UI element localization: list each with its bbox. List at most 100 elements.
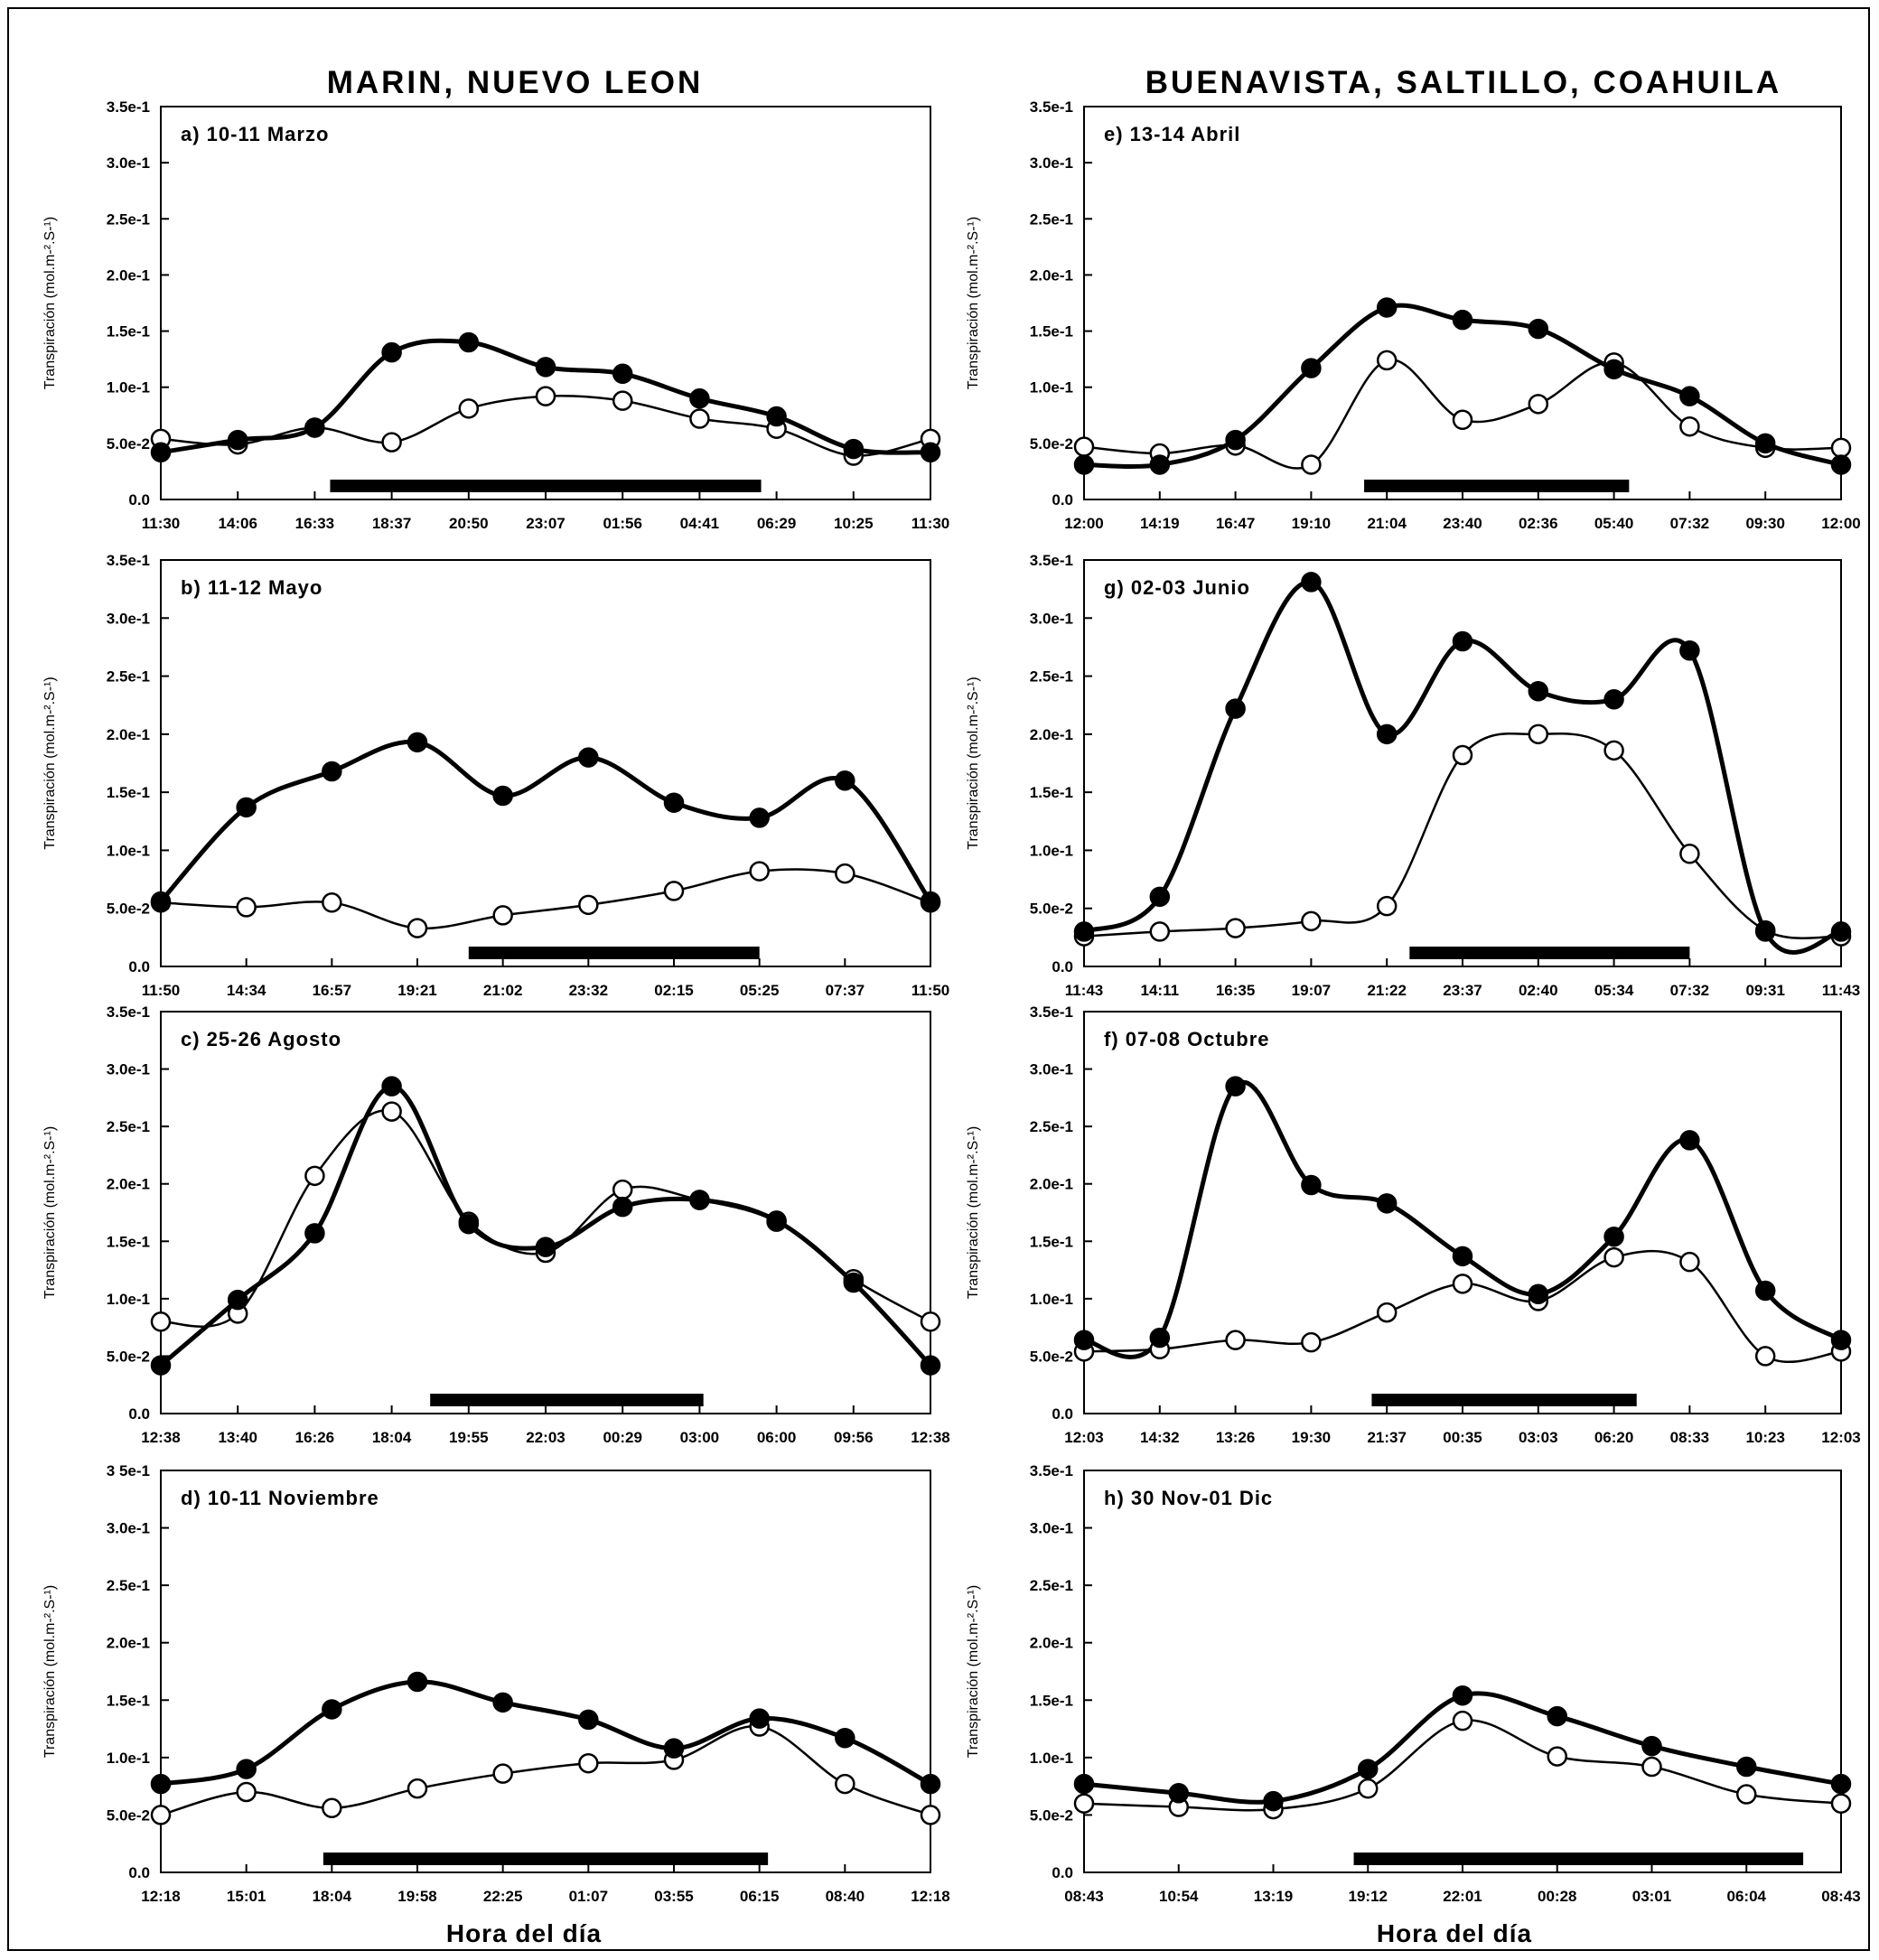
x-tick-label-d: 06:15 [740, 1888, 779, 1905]
filled-point-b [407, 732, 428, 753]
x-tick-label-g: 21:22 [1367, 982, 1406, 999]
open-point-d [150, 1805, 172, 1825]
open-point-d [920, 1805, 941, 1825]
x-tick-label-b: 07:37 [826, 982, 865, 999]
x-tick-label-a: 23:07 [526, 515, 565, 532]
filled-point-h [1073, 1773, 1095, 1795]
x-tick-label-a: 20:50 [449, 515, 488, 532]
filled-point-f [1225, 1076, 1246, 1097]
y-tick-label-h: 1.0e-1 [1030, 1750, 1073, 1767]
x-tick-label-d: 15:01 [227, 1888, 266, 1905]
filled-point-f [1528, 1283, 1549, 1305]
filled-point-e [1149, 454, 1171, 475]
x-tick-label-c: 22:03 [526, 1429, 565, 1446]
x-tick-label-b: 16:57 [313, 982, 351, 999]
y-tick-label-f: 3.5e-1 [1030, 1003, 1073, 1021]
filled-point-g [1073, 921, 1095, 942]
panel-title-e: e) 13-14 Abril [1104, 123, 1240, 145]
y-tick-label-c: 2.5e-1 [107, 1118, 150, 1135]
x-tick-label-f: 06:20 [1594, 1429, 1633, 1446]
x-tick-label-h: 13:19 [1254, 1888, 1293, 1905]
y-tick-label-f: 1.0e-1 [1030, 1291, 1073, 1308]
filled-point-e [1528, 318, 1549, 340]
filled-point-b [835, 770, 855, 791]
y-tick-label-a: 1.5e-1 [107, 323, 150, 341]
filled-point-c [381, 1076, 402, 1097]
y-tick-label-d: 2.0e-1 [107, 1635, 150, 1652]
y-tick-label-g: 0.0 [1052, 958, 1073, 975]
open-point-h [1641, 1756, 1662, 1778]
filled-point-e [1754, 433, 1776, 454]
open-point-g [1376, 895, 1398, 917]
x-tick-label-g: 09:31 [1745, 982, 1784, 999]
filled-point-c [612, 1196, 633, 1218]
x-tick-label-g: 11:43 [1065, 982, 1104, 999]
y-tick-label-e: 3.5e-1 [1030, 98, 1073, 116]
filled-point-g [1149, 886, 1171, 908]
x-tick-label-c: 12:38 [911, 1429, 949, 1446]
filled-point-h [1641, 1735, 1662, 1757]
open-point-f [1376, 1302, 1398, 1323]
open-point-f [1679, 1251, 1700, 1273]
filled-series-line-h [1083, 1691, 1842, 1805]
y-tick-label-d: 5.0e-2 [107, 1806, 150, 1824]
night-period-bar-b [468, 947, 760, 959]
y-tick-label-e: 0.0 [1052, 491, 1073, 509]
open-point-h [1736, 1784, 1757, 1805]
x-tick-label-g: 11:43 [1822, 982, 1861, 999]
y-tick-label-h: 0.0 [1052, 1864, 1073, 1881]
filled-point-b [150, 891, 172, 912]
x-tick-label-c: 12:38 [141, 1429, 180, 1446]
filled-point-e [1225, 429, 1246, 451]
open-point-d [236, 1781, 257, 1803]
x-tick-label-f: 00:35 [1443, 1429, 1482, 1446]
x-tick-label-a: 16:33 [295, 515, 334, 532]
panel-title-d: d) 10-11 Noviembre [181, 1487, 379, 1509]
filled-point-e [1452, 309, 1473, 331]
y-tick-label-f: 0.0 [1052, 1405, 1073, 1423]
filled-point-f [1754, 1280, 1776, 1302]
x-tick-label-h: 00:28 [1538, 1888, 1576, 1905]
panel-title-h: h) 30 Nov-01 Dic [1104, 1487, 1273, 1509]
filled-point-e [1603, 359, 1624, 380]
y-tick-label-b: 5.0e-2 [107, 901, 150, 918]
filled-series-line-c [159, 1084, 932, 1367]
filled-point-g [1376, 723, 1398, 745]
x-tick-label-g: 23:37 [1443, 982, 1482, 999]
y-axis-label-h: Transpiración (mol.m-².S-¹) [966, 1585, 981, 1758]
filled-point-d [578, 1709, 599, 1731]
y-tick-label-f: 3.0e-1 [1030, 1061, 1073, 1078]
y-tick-label-h: 2.5e-1 [1030, 1577, 1073, 1594]
x-tick-label-f: 08:33 [1670, 1429, 1709, 1446]
x-tick-label-a: 11:30 [911, 515, 950, 532]
open-point-b [492, 905, 513, 926]
x-tick-label-b: 21:02 [483, 982, 522, 999]
night-period-bar-h [1353, 1853, 1804, 1865]
y-tick-label-f: 5.0e-2 [1030, 1348, 1073, 1365]
x-tick-label-b: 02:15 [654, 982, 693, 999]
filled-point-g [1301, 572, 1322, 593]
filled-series-line-b [159, 739, 933, 903]
y-tick-label-b: 1.0e-1 [107, 842, 150, 859]
filled-point-a [150, 442, 172, 463]
y-tick-label-b: 3.0e-1 [107, 610, 150, 627]
filled-point-c [689, 1190, 710, 1210]
open-point-g [1603, 740, 1624, 761]
y-tick-label-f: 2.0e-1 [1030, 1176, 1073, 1193]
x-tick-label-a: 14:06 [218, 515, 257, 532]
filled-point-b [663, 792, 685, 813]
night-period-bar-f [1371, 1394, 1637, 1406]
y-tick-label-c: 3.5e-1 [107, 1003, 150, 1021]
y-tick-label-b: 0.0 [128, 958, 150, 975]
filled-point-g [1452, 630, 1473, 652]
x-tick-label-c: 16:26 [295, 1429, 334, 1446]
filled-point-d [236, 1759, 257, 1779]
open-point-g [1528, 723, 1549, 745]
figure-frame [7, 7, 1870, 1951]
x-tick-label-d: 12:18 [911, 1888, 949, 1905]
open-point-g [1149, 921, 1171, 942]
